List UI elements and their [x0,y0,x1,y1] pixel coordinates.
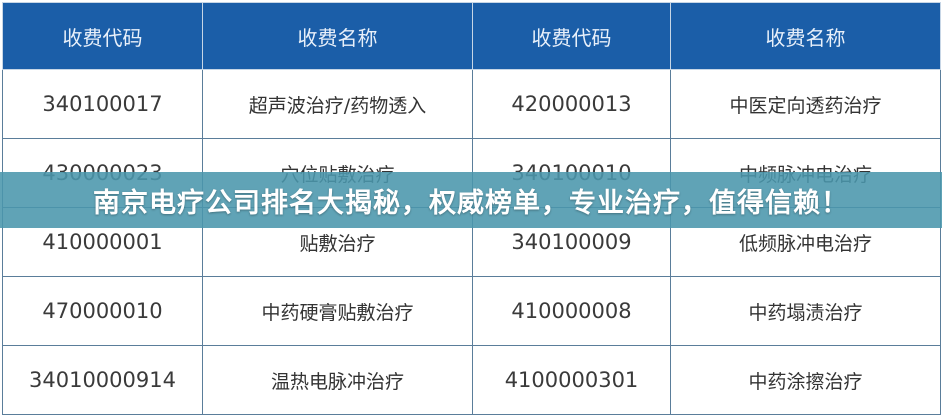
table-row: 470000010 中药硬膏贴敷治疗 410000008 中药塌渍治疗 [2,276,941,346]
fee-code-cell: 4100000301 [472,345,671,415]
fee-name-cell: 中药涂擦治疗 [670,345,941,415]
header-fee-code: 收费代码 [472,2,671,70]
header-fee-name: 收费名称 [202,2,473,70]
table-row: 340100017 超声波治疗/药物透入 420000013 中医定向透药治疗 [2,69,941,139]
table-row: 34010000914 温热电脉冲治疗 4100000301 中药涂擦治疗 [2,345,941,415]
banner-title: 南京电疗公司排名大揭秘，权威榜单，专业治疗，值得信赖！ [93,187,849,219]
header-fee-name: 收费名称 [670,2,941,70]
fee-code-cell: 470000010 [2,276,203,346]
title-banner: 南京电疗公司排名大揭秘，权威榜单，专业治疗，值得信赖！ [0,172,942,228]
header-fee-code: 收费代码 [2,2,203,70]
fee-name-cell: 中医定向透药治疗 [670,69,941,139]
table-header-row: 收费代码 收费名称 收费代码 收费名称 [2,2,941,70]
fee-name-cell: 中药硬膏贴敷治疗 [202,276,473,346]
fee-name-cell: 中药塌渍治疗 [670,276,941,346]
fee-name-cell: 超声波治疗/药物透入 [202,69,473,139]
fee-code-cell: 420000013 [472,69,671,139]
fee-code-cell: 34010000914 [2,345,203,415]
fee-code-cell: 410000008 [472,276,671,346]
fee-name-cell: 温热电脉冲治疗 [202,345,473,415]
fee-code-cell: 340100017 [2,69,203,139]
